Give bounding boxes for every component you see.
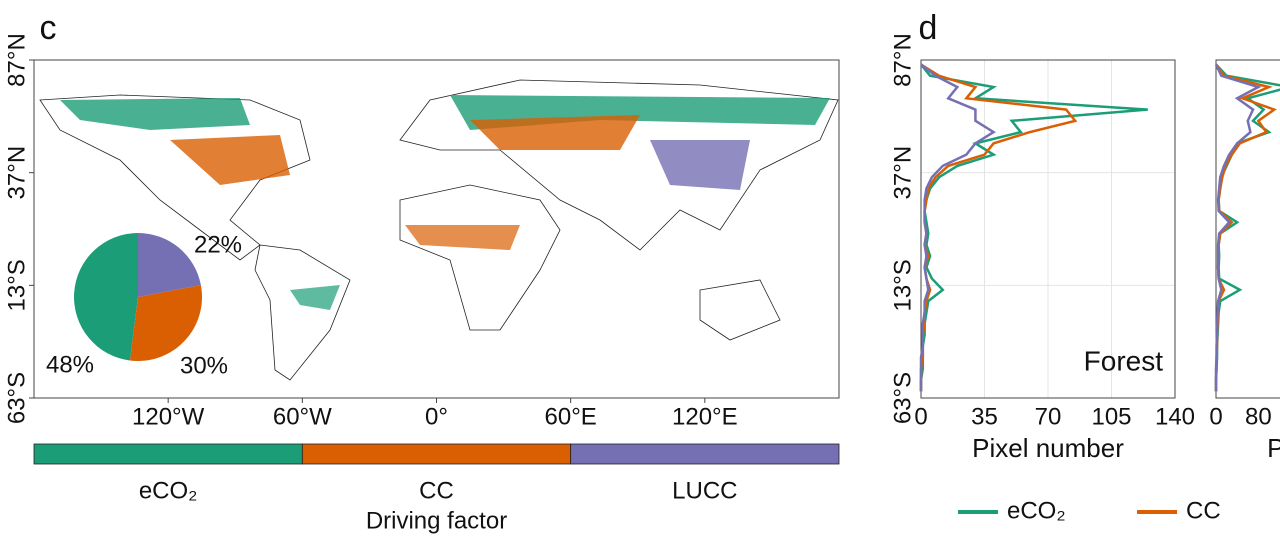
pie-slice	[138, 233, 201, 297]
annotation: Forest	[1084, 345, 1164, 376]
legend-label: CC	[1186, 497, 1221, 524]
y-tick-label: 13°S	[3, 259, 30, 311]
colorbar-title: Driving factor	[366, 507, 507, 534]
colorbar-label: eCO₂	[139, 477, 198, 504]
series-line	[919, 63, 1148, 392]
series-line	[919, 63, 1078, 392]
y-tick-label: 37°N	[3, 146, 30, 200]
y-tick-label: 87°N	[3, 33, 30, 87]
x-tick-label: 105	[1091, 403, 1131, 430]
pie-label: 22%	[194, 231, 242, 258]
x-tick-label: 60°E	[545, 403, 597, 430]
land-patch	[290, 285, 340, 310]
pie-slice	[129, 285, 202, 361]
continent	[39, 94, 311, 261]
pie-label: 30%	[180, 352, 228, 379]
y-tick-label: 37°N	[889, 146, 916, 200]
y-tick-label: 63°S	[3, 372, 30, 424]
x-tick-label: 35	[971, 403, 998, 430]
legend-label: eCO₂	[1007, 497, 1066, 524]
x-tick-label: 70	[1035, 403, 1062, 430]
land-patch	[170, 135, 290, 185]
series-line	[919, 63, 996, 392]
x-tick-label: 120°W	[132, 403, 205, 430]
colorbar-segment	[301, 443, 572, 465]
x-tick-label: 0	[1209, 403, 1222, 430]
x-tick-label: 120°E	[672, 403, 738, 430]
plot-frame	[920, 59, 1176, 399]
x-tick-label: 0°	[425, 403, 448, 430]
x-axis-label: Pixel number	[972, 433, 1124, 463]
pie-label: 48%	[46, 351, 94, 378]
x-tick-label: 80	[1245, 403, 1272, 430]
land-patch	[60, 98, 250, 130]
x-tick-label: 0	[914, 403, 927, 430]
y-tick-label: 63°S	[889, 372, 916, 424]
colorbar-segment	[33, 443, 303, 465]
colorbar-label: CC	[419, 477, 454, 504]
map-land	[39, 79, 839, 381]
x-tick-label: 140	[1155, 403, 1195, 430]
land-patch	[470, 115, 640, 150]
panel-label: d	[919, 9, 938, 47]
continent	[254, 244, 351, 381]
colorbar-label: LUCC	[672, 477, 737, 504]
series-line	[1214, 63, 1262, 392]
y-tick-label: 87°N	[889, 33, 916, 87]
y-tick-label: 13°S	[889, 259, 916, 311]
pie-slice	[74, 233, 138, 361]
colorbar-segment	[570, 443, 840, 465]
land-patch	[405, 225, 520, 250]
x-axis-label: Pixel number	[1267, 433, 1280, 463]
continent	[699, 279, 781, 341]
x-tick-label: 60°W	[273, 403, 332, 430]
panel-label: c	[40, 9, 57, 47]
plot-frame	[1215, 59, 1280, 399]
land-patch	[650, 140, 750, 190]
continent	[399, 184, 561, 331]
